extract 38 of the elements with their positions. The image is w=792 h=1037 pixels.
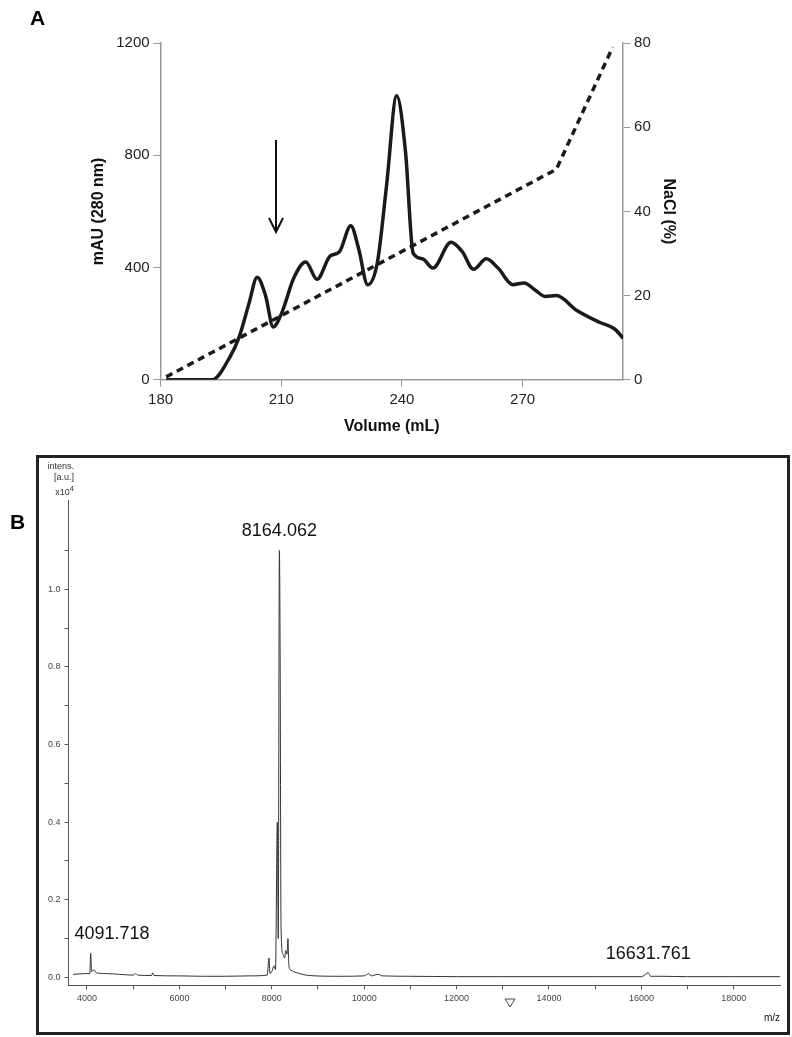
annotation: 4091.718	[74, 923, 150, 944]
x-tick-label: 4000	[76, 993, 98, 1004]
y2-tick-label: 60	[634, 117, 651, 135]
y-tick-label: 0.6	[48, 739, 61, 750]
y-tick-label: 0	[141, 369, 150, 387]
x-tick-label: 210	[268, 389, 294, 407]
y-tick-label: 1200	[116, 33, 150, 51]
y-tick-label: 800	[124, 145, 150, 163]
x-tick-label: 10000	[351, 993, 377, 1004]
y-tick-label: 400	[124, 257, 150, 275]
x-tick-label: 270	[510, 389, 536, 407]
annotation: 16631.761	[605, 942, 691, 963]
y2-tick-label: 40	[634, 201, 651, 219]
x-tick-label: 12000	[444, 993, 470, 1004]
y-tick-label: 0.2	[48, 894, 61, 905]
x-axis-title: m/z	[763, 1011, 780, 1023]
x-tick-label: 16000	[628, 993, 654, 1004]
y2-axis-title: NaCl (%)	[660, 178, 678, 245]
x-tick-label: 14000	[536, 993, 562, 1004]
y-axis-title: mAU (280 nm)	[89, 157, 107, 266]
y-tick-label: 1.0	[48, 583, 61, 594]
chart-title: A	[30, 6, 46, 30]
x-axis-title: Volume (mL)	[343, 416, 440, 434]
y-tick-label: 0.0	[48, 971, 61, 982]
x-tick-label: 180	[148, 389, 174, 407]
x-tick-label: 18000	[721, 993, 747, 1004]
annotation: 8164.062	[241, 520, 317, 541]
line-series	[72, 549, 780, 978]
text: B	[10, 510, 26, 534]
y2-tick-label: 20	[634, 285, 651, 303]
y2-tick-label: 80	[634, 33, 651, 51]
y2-tick-label: 0	[634, 369, 643, 387]
y-axis-title: intens. [a.u.] x10$^{4}$	[46, 461, 74, 498]
x-tick-label: 240	[389, 389, 415, 407]
x-tick-label: 8000	[261, 993, 282, 1004]
y-tick-label: 0.4	[48, 816, 61, 827]
x-tick-label: 6000	[169, 993, 190, 1004]
y-tick-label: 0.8	[48, 661, 61, 672]
